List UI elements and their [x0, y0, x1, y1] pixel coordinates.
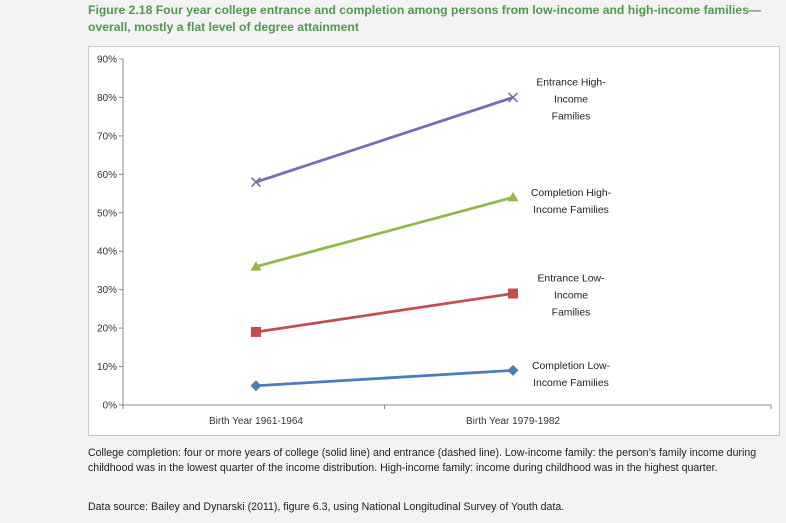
triangle-marker [250, 261, 262, 271]
y-tick-label: 0% [103, 401, 118, 412]
data-source-note: Data source: Bailey and Dynarski (2011),… [88, 501, 565, 513]
series-label: Entrance High- [536, 77, 605, 88]
series-label: Income [554, 291, 588, 302]
series-label: Families [552, 111, 591, 122]
y-tick-label: 40% [97, 247, 117, 258]
series-line [255, 369, 514, 388]
y-tick-label: 10% [97, 362, 117, 373]
y-tick-label: 90% [97, 55, 117, 66]
x-marker [507, 92, 519, 103]
y-tick-label: 80% [97, 93, 117, 104]
y-tick-label: 60% [97, 170, 117, 181]
series-label: Income Families [533, 378, 609, 389]
chart-frame: 0% 10% 20% 30% 40% 50% 60% 70% 80% 90% Birth Year … [88, 46, 780, 436]
line-chart: 0% 10% 20% 30% 40% 50% 60% 70% 80% 90% Birth Year … [97, 55, 772, 427]
diamond-marker [507, 364, 519, 376]
series-label: Entrance Low- [538, 274, 605, 285]
y-tick-label: 50% [97, 208, 117, 219]
figure-caption: College completion: four or more years o… [88, 447, 757, 475]
triangle-marker [507, 191, 519, 202]
series-line [255, 196, 514, 268]
series-label: Families [552, 308, 591, 319]
series-label: Completion High- [531, 188, 611, 199]
square-marker [508, 288, 518, 299]
series-line [255, 96, 514, 184]
series-label: Income Families [533, 205, 609, 216]
y-tick-label: 30% [97, 285, 117, 296]
series-label: Income [554, 94, 588, 105]
series-label: Completion Low- [532, 361, 610, 372]
x-marker [250, 176, 262, 188]
square-marker [251, 326, 261, 337]
diamond-marker [250, 380, 262, 392]
y-tick-label: 70% [97, 131, 117, 142]
figure-title: Figure 2.18 Four year college entrance a… [88, 3, 762, 34]
series-line [255, 292, 514, 334]
y-tick-label: 20% [97, 324, 117, 335]
x-tick-label: Birth Year 1961-1964 [209, 416, 303, 427]
x-tick-label: Birth Year 1979-1982 [466, 416, 560, 427]
